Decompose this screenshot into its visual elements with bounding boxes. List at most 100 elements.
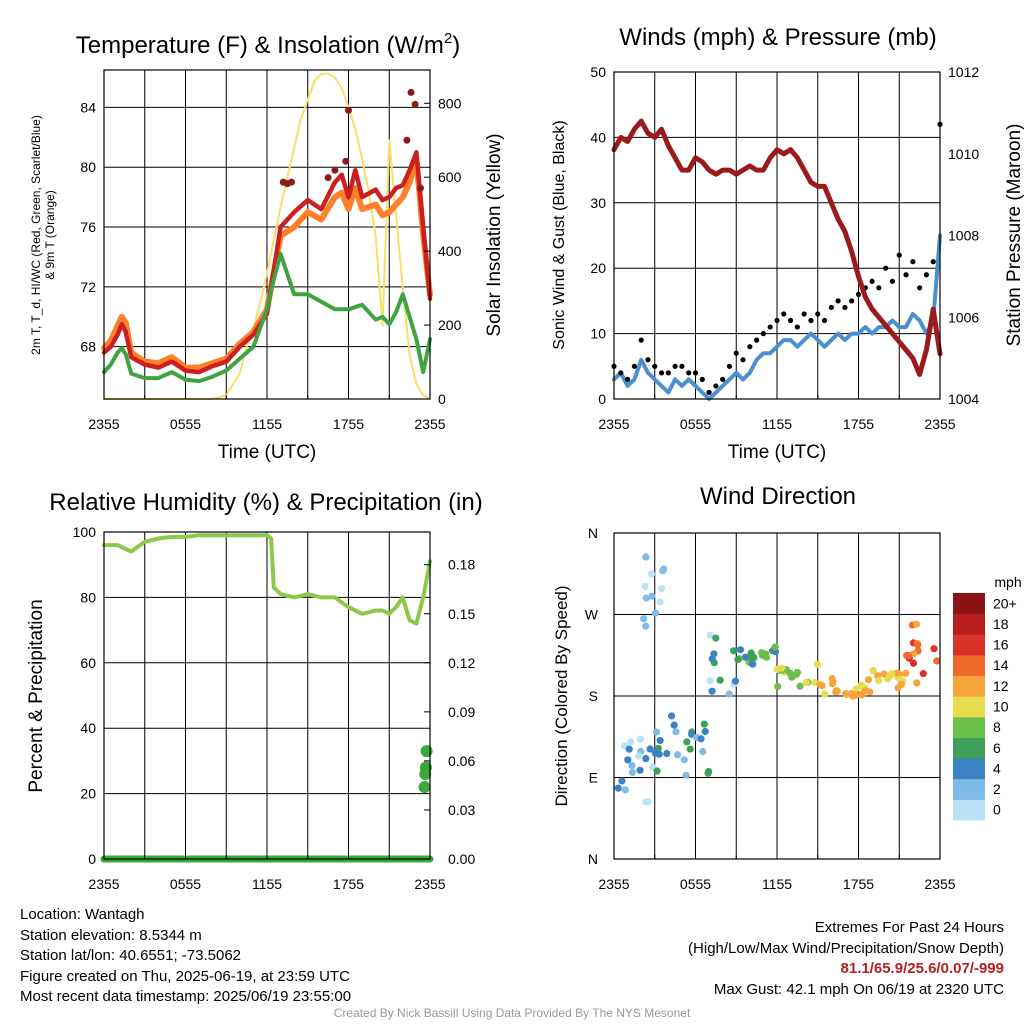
y-tick-label-right: 0.18: [448, 557, 475, 573]
direction-point: [914, 641, 922, 649]
y-tick-label-left: 84: [80, 99, 96, 115]
gust-point: [726, 363, 733, 369]
direction-tick-label: S: [589, 688, 598, 704]
y-tick-label-left: 68: [80, 339, 96, 355]
x-tick-label: 2355: [598, 416, 629, 432]
y-tick-label-left: 20: [80, 786, 96, 802]
y-tick-label-left: 76: [80, 219, 96, 235]
colorbar-label: 4: [993, 760, 1001, 776]
direction-point: [653, 767, 661, 775]
gust-point: [624, 376, 631, 382]
direction-tick-label: N: [588, 851, 598, 867]
colorbar-label: 6: [993, 740, 1001, 756]
direction-point: [852, 691, 860, 699]
colorbar-label: 18: [993, 616, 1009, 632]
y-tick-label-right: 1012: [948, 64, 979, 80]
direction-point: [777, 664, 786, 672]
humidity-grid: [104, 531, 430, 860]
humidity-tick-labels: 0 20 40 60 80 100 0.00 0.03 0.06 0.09 0.12 0.15 0.18…: [73, 524, 476, 892]
station-info: Location: Wantagh Station elevation: 8.5…: [20, 905, 351, 1008]
gust-point: [855, 291, 862, 297]
y-tick-label-left: 80: [80, 159, 96, 175]
gust-point: [815, 311, 821, 317]
temp-2m-line: [101, 150, 433, 375]
direction-point: [656, 736, 664, 745]
direction-point: [771, 643, 779, 651]
direction-point: [663, 749, 671, 758]
gust-point: [794, 324, 800, 330]
heat-index-point: [416, 184, 424, 192]
gust-point: [754, 337, 760, 343]
gust-point: [692, 370, 699, 376]
x-tick-label: 2355: [88, 876, 119, 892]
colorbar-label: 16: [993, 637, 1009, 653]
colorbar-label: 8: [993, 719, 1001, 735]
temperature-y-axis-label-line1: 2m T, T_d, HI/WC (Red, Green, Scarlet/Bl…: [29, 115, 43, 355]
gust-point: [679, 363, 685, 369]
temperature-grid: [104, 70, 430, 399]
direction-point: [670, 721, 678, 729]
direction-point: [628, 768, 637, 777]
direction-point: [683, 738, 691, 746]
direction-point: [651, 609, 660, 617]
temperature-chart-title: Temperature (F) & Insolation (W/m2): [76, 30, 460, 59]
gust-point: [896, 252, 902, 258]
colorbar-swatch: [953, 716, 985, 738]
y-tick-label-left: 50: [590, 64, 606, 80]
gust-point: [720, 376, 726, 382]
extremes-info: Extremes For Past 24 Hours (High/Low/Max…: [688, 918, 1004, 1000]
colorbar-label: 10: [993, 699, 1009, 715]
direction-point: [802, 678, 810, 687]
gust-point: [760, 331, 767, 337]
temperature-panel: Temperature (F) & Insolation (W/m2) 68 72…: [29, 30, 505, 463]
x-tick-label: 0555: [170, 876, 201, 892]
direction-point: [699, 747, 707, 756]
gust-point: [767, 324, 773, 330]
wind-direction-y-axis-label: Direction (Colored By Speed): [552, 585, 571, 806]
winds-x-axis-label: Time (UTC): [728, 442, 827, 463]
direction-tick-label: E: [589, 770, 598, 786]
direction-point: [625, 745, 633, 753]
direction-point: [656, 598, 664, 606]
direction-point: [634, 752, 643, 760]
y-tick-label-left: 30: [590, 195, 606, 211]
direction-point: [736, 646, 745, 654]
heat-index-point: [411, 100, 419, 108]
gust-point: [910, 259, 916, 265]
y-tick-label-right: 600: [438, 169, 462, 185]
y-tick-label-right: 0.06: [448, 753, 475, 769]
y-tick-label-right: 1006: [948, 309, 979, 325]
heat-index-point: [342, 157, 350, 165]
direction-point: [893, 669, 901, 677]
direction-point: [774, 682, 782, 691]
wind-direction-chart-title: Wind Direction: [700, 483, 856, 510]
direction-point: [734, 656, 742, 664]
heat-index-point: [407, 88, 415, 96]
colorbar-swatch: [953, 737, 985, 759]
y-tick-label-right: 400: [438, 243, 462, 259]
heat-index-point: [403, 136, 411, 144]
y-tick-label-right: 1008: [948, 228, 979, 244]
winds-tick-labels: 0 10 20 30 40 50 1004 1006 1008 1010 1012 2355 0555 1…: [590, 64, 979, 432]
direction-point: [639, 615, 648, 623]
extremes-heading: Extremes For Past 24 Hours: [814, 919, 1004, 936]
gust-point: [883, 265, 889, 271]
direction-point: [636, 735, 645, 743]
temperature-series: [101, 72, 433, 400]
colorbar-swatch: [953, 778, 985, 800]
x-tick-label: 2355: [598, 876, 629, 892]
direction-point: [747, 651, 755, 659]
pressure-line: [611, 118, 943, 377]
y-tick-label-left: 0: [88, 851, 96, 867]
gust-point: [835, 298, 841, 304]
direction-point: [642, 754, 650, 763]
direction-point: [864, 676, 873, 684]
direction-point: [624, 756, 632, 764]
x-tick-label: 2355: [414, 416, 445, 432]
direction-point: [641, 582, 649, 591]
direction-point: [708, 655, 716, 663]
temperature-y-axis-label-line2: & 9m T (Orange): [43, 190, 57, 280]
direction-point: [618, 777, 626, 785]
station-elevation: Station elevation: 8.5344 m: [20, 926, 202, 944]
